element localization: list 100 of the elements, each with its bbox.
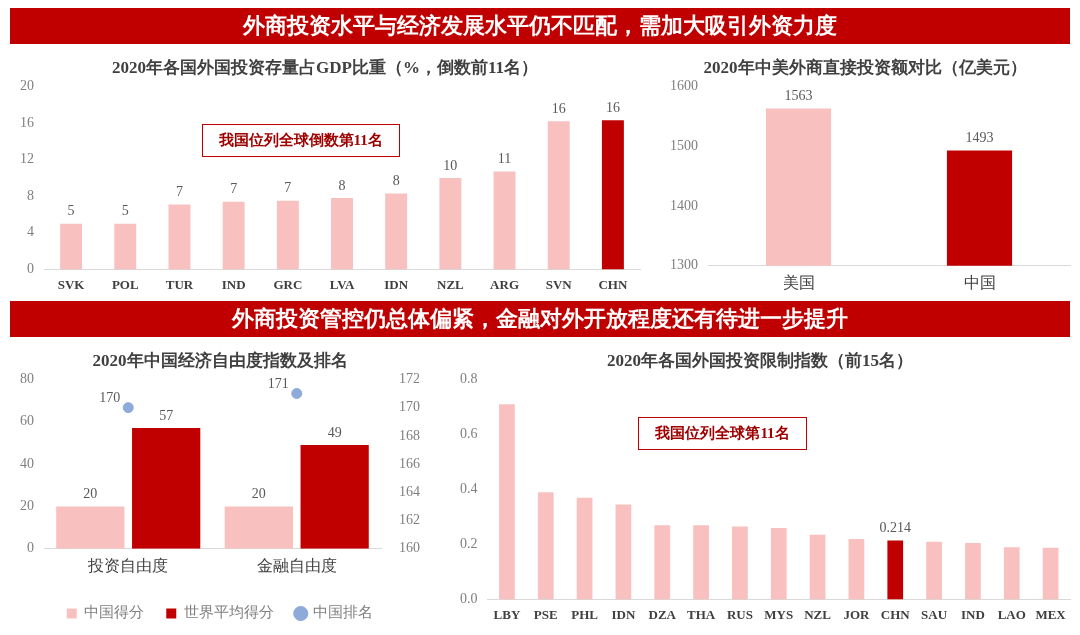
bar [809,534,826,600]
data-label: 20 [83,486,98,502]
bar [276,200,299,270]
data-label: 1563 [784,88,813,104]
y-tick-label: 12 [20,151,34,167]
bar [56,506,125,549]
annotation: 我国位列全球第11名 [638,417,807,450]
y2-tick-label: 166 [399,455,420,471]
y-tick-label: 60 [20,413,34,429]
y-tick-label: 20 [20,498,34,514]
bar [537,492,554,600]
y-tick-label: 1400 [670,197,698,213]
data-label: 1493 [965,130,994,146]
x-tick-label: LAO [997,606,1026,622]
x-tick-label: NZL [437,276,465,292]
data-label: 5 [121,203,129,219]
y-tick-label: 0.2 [460,536,478,552]
x-tick-label: 投资自由度 [87,556,169,574]
bar [385,193,408,270]
data-label: 8 [392,173,400,189]
bar [168,204,191,270]
x-tick-label: IND [221,276,246,292]
y2-tick-label: 162 [399,512,420,528]
bar [222,201,245,270]
text: 外商投资管控仍总体偏紧，金融对外开放程度还有待进一步提升 [10,301,1070,337]
bar [654,525,671,600]
annotation: 我国位列全球倒数第11名 [201,124,400,157]
bar [732,526,748,600]
bar [439,177,462,270]
data-label: 7 [175,184,183,200]
x-tick-label: TUR [165,276,194,292]
bar [132,428,201,549]
y-tick-label: 0 [27,261,34,277]
data-label: 57 [159,407,174,423]
bar [1003,547,1020,600]
y-tick-label: 1600 [670,78,698,94]
x-tick-label: LBY [493,606,521,622]
x-tick-label: MYS [764,606,794,622]
data-label: 8 [338,177,346,193]
chart-title: 2020年各国外国投资存量占GDP比重（%，倒数前11名） [112,57,538,77]
x-tick-label: PSE [533,606,558,622]
x-tick-label: DZA [648,606,677,622]
bar [693,525,709,600]
data-label: 0.214 [879,520,911,536]
y2-tick-label: 172 [399,371,420,387]
chart-title: 2020年中美外商直接投资额对比（亿美元） [703,57,1027,77]
bar [615,504,632,600]
x-tick-label: SAU [921,606,948,622]
y-tick-label: 16 [20,114,34,130]
x-tick-label: IDN [611,606,636,622]
data-label: 49 [327,424,342,440]
y2-tick-label: 160 [399,540,420,556]
bar [926,541,942,600]
x-tick-label: RUS [726,606,753,622]
y-tick-label: 20 [20,78,34,94]
bar [887,540,904,600]
y-tick-label: 0.0 [460,591,478,607]
data-label: 16 [605,99,620,115]
bar [499,404,515,600]
y-tick-label: 0.4 [460,481,478,497]
bar [114,223,137,270]
x-tick-label: ARG [490,276,519,292]
chart-title: 2020年各国外国投资限制指数（前15名） [607,350,913,370]
x-tick-label: CHN [598,276,628,292]
bar [576,497,593,600]
bar [601,120,624,270]
legend-label: 中国得分 [84,604,145,621]
x-tick-label: IDN [384,276,409,292]
y-tick-label: 80 [20,371,34,387]
x-tick-label: GRC [273,276,303,292]
x-tick-label: CHN [880,606,911,622]
x-tick-label: POL [111,276,139,292]
y2-tick-label: 170 [399,399,420,415]
data-label: 11 [497,151,512,167]
legend-label: 中国排名 [313,604,374,621]
y-tick-label: 1300 [670,257,698,273]
y-tick-label: 0.8 [460,371,478,387]
bar [224,506,293,549]
data-label: 20 [251,486,266,502]
x-tick-label: NZL [804,606,832,622]
bar [60,223,83,270]
bar [770,527,787,600]
data-label: 170 [99,390,121,406]
x-tick-label: 美国 [782,273,815,291]
x-tick-label: SVN [545,276,573,292]
bar [547,121,570,270]
y-tick-label: 8 [27,187,34,203]
x-tick-label: THA [687,606,716,622]
bar [1042,547,1059,600]
y-tick-label: 40 [20,455,34,471]
bar [965,543,981,600]
data-label: 171 [267,376,289,392]
data-label: 7 [284,180,292,196]
bar [848,538,865,600]
x-tick-label: 中国 [963,273,996,291]
x-tick-label: JOR [843,606,871,622]
y2-tick-label: 168 [399,427,420,443]
x-tick-label: 金融自由度 [256,556,337,574]
data-label: 5 [67,203,75,219]
bar [331,198,353,270]
